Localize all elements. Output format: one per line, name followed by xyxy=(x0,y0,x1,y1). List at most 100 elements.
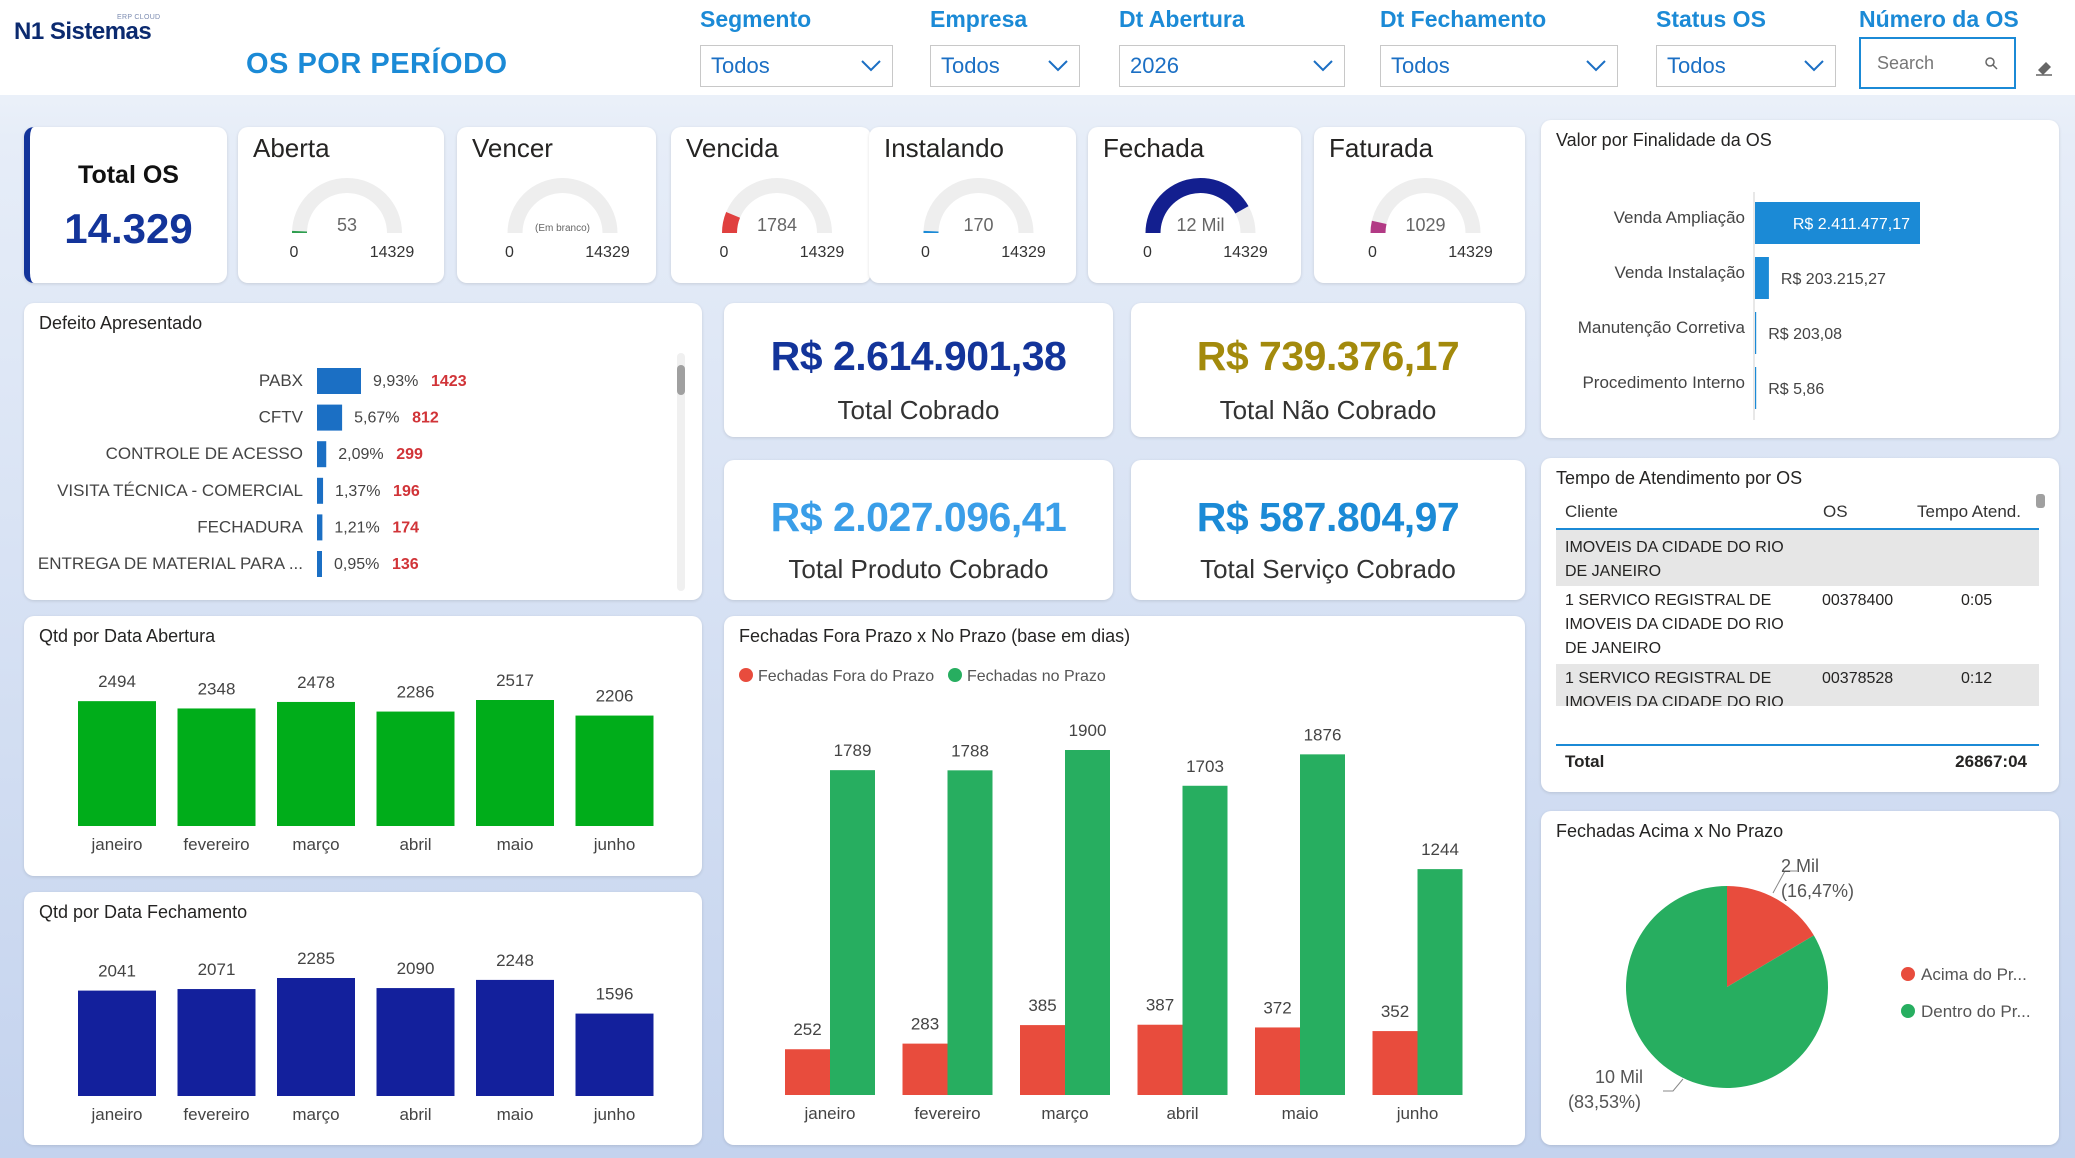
category-label: março xyxy=(292,835,339,854)
category-label: abril xyxy=(1166,1104,1198,1123)
gauge-min: 0 xyxy=(921,244,930,261)
slice-pct-label: (16,47%) xyxy=(1781,881,1854,901)
bar xyxy=(1065,750,1110,1095)
data-label: 2071 xyxy=(198,960,236,979)
card-title: Valor por Finalidade da OS xyxy=(1556,130,1772,150)
bar xyxy=(277,701,355,826)
pct-label: 5,67% xyxy=(354,410,399,427)
abertura-bar-chart: 2494 janeiro 2348 fevereiro 2478 março 2286 abr… xyxy=(78,671,654,854)
logo-tagline: ERP CLOUD xyxy=(117,14,161,21)
data-label: 1789 xyxy=(834,741,872,760)
bar xyxy=(1020,1025,1065,1095)
data-label: 2478 xyxy=(297,673,335,692)
dt-fechamento-dropdown[interactable]: Todos xyxy=(1380,45,1618,87)
data-label: 372 xyxy=(1263,998,1291,1017)
dropdown-value: Todos xyxy=(1391,53,1450,78)
pct-label: 1,21% xyxy=(334,519,379,536)
gauge-faturada: Faturada 1029 0 14329 xyxy=(1314,127,1525,283)
legend-label: Fechadas Fora do Prazo xyxy=(758,668,934,685)
data-label: 252 xyxy=(793,1020,821,1039)
slicer-label: Dt Abertura xyxy=(1119,6,1245,32)
eraser-icon[interactable] xyxy=(2034,58,2054,76)
cell-tempo: 0:05 xyxy=(1961,592,1993,609)
gauge-title: Instalando xyxy=(884,133,1004,163)
pct-label: 9,93% xyxy=(373,373,418,390)
valor-finalidade-card: Valor por Finalidade da OS Venda Ampliaç… xyxy=(1541,120,2059,438)
pct-label: 0,95% xyxy=(334,556,379,573)
category-label: junho xyxy=(593,1105,636,1124)
slice-pct-label: (83,53%) xyxy=(1568,1092,1641,1112)
scrollbar-thumb[interactable] xyxy=(677,365,685,395)
gauge-chart: 53 0 14329 xyxy=(290,178,414,261)
slicer-label: Número da OS xyxy=(1859,6,2019,32)
scrollbar-track[interactable] xyxy=(677,353,685,591)
gauge-value: 1784 xyxy=(757,215,797,235)
bar xyxy=(830,770,875,1095)
legend-marker xyxy=(739,668,753,682)
total-label: Total xyxy=(1565,752,1605,771)
money-value: R$ 587.804,97 xyxy=(1196,494,1460,540)
gauge-vencer: Vencer (Em branco) 0 14329 xyxy=(457,127,656,283)
scrollbar-thumb[interactable] xyxy=(2036,494,2045,508)
bar xyxy=(317,551,322,577)
cell-cliente: 1 SERVICO REGISTRAL DE IMOVEIS DA CIDADE… xyxy=(1565,592,1784,657)
column-header-cliente[interactable]: Cliente xyxy=(1565,502,1618,521)
card-title: Qtd por Data Fechamento xyxy=(39,902,248,922)
table-row[interactable]: 1 SERVICO REGISTRAL DE IMOVEIS DA CIDADE… xyxy=(1556,530,2039,586)
bar xyxy=(1300,754,1345,1095)
legend-marker xyxy=(1901,967,1915,981)
bar xyxy=(575,1013,654,1096)
gauge-min: 0 xyxy=(290,244,299,261)
category-label: fevereiro xyxy=(914,1104,980,1123)
category-label: junho xyxy=(1396,1104,1439,1123)
category-label: maio xyxy=(497,835,534,854)
table-header: Cliente OS Tempo Atend. xyxy=(1541,494,2059,528)
table-row[interactable]: 1 SERVICO REGISTRAL DE IMOVEIS DA CIDADE… xyxy=(1556,586,2039,664)
data-label: 2494 xyxy=(98,672,136,691)
search-input[interactable]: Search xyxy=(1859,37,2016,89)
column-header-os[interactable]: OS xyxy=(1823,502,1848,521)
column-header-tempo[interactable]: Tempo Atend. xyxy=(1917,502,2021,521)
bar xyxy=(1755,257,1769,299)
category-label: Venda Ampliação xyxy=(1614,208,1745,227)
prazo-card: Fechadas Fora Prazo x No Prazo (base em … xyxy=(724,616,1525,1145)
count-label: 174 xyxy=(392,519,419,536)
gauge-chart: 1029 0 14329 xyxy=(1368,178,1493,261)
search-icon xyxy=(1985,57,1998,70)
total-cobrado-card: R$ 2.614.901,38 Total Cobrado xyxy=(724,303,1113,437)
logo: N1 Sistemas ERP CLOUD xyxy=(14,14,160,46)
dt-abertura-dropdown[interactable]: 2026 xyxy=(1119,45,1345,87)
money-label: Total Produto Cobrado xyxy=(788,554,1049,584)
gauge-chart: 170 0 14329 xyxy=(921,178,1046,261)
card-title: Tempo de Atendimento por OS xyxy=(1556,468,1803,488)
data-label: 2348 xyxy=(198,679,236,698)
total-servico-cobrado-card: R$ 587.804,97 Total Serviço Cobrado xyxy=(1131,460,1525,600)
bar xyxy=(177,989,256,1096)
table-body: 1 SERVICO REGISTRAL DE IMOVEIS DA CIDADE… xyxy=(1556,528,2039,706)
segmento-dropdown[interactable]: Todos xyxy=(700,45,893,87)
slice-value-label: 10 Mil xyxy=(1595,1067,1643,1087)
bar xyxy=(317,514,323,541)
data-label: 1596 xyxy=(596,985,634,1004)
bar xyxy=(78,990,156,1096)
bar xyxy=(277,978,355,1096)
header-bar: N1 Sistemas ERP CLOUD OS POR PERÍODO Seg… xyxy=(0,0,2075,95)
card-title: Fechadas Acima x No Prazo xyxy=(1556,821,1784,841)
bar xyxy=(317,368,361,394)
data-label: 1244 xyxy=(1421,840,1459,859)
bar xyxy=(1755,312,1757,354)
category-label: março xyxy=(1041,1104,1088,1123)
chevron-down-icon xyxy=(1586,60,1606,72)
money-label: Total Serviço Cobrado xyxy=(1200,554,1456,584)
table-row[interactable]: 1 SERVICO REGISTRAL DE IMOVEIS DA CIDADE… xyxy=(1556,664,2039,706)
bar xyxy=(177,708,256,826)
gauge-chart: 1784 0 14329 xyxy=(720,178,844,261)
dropdown-value: 2026 xyxy=(1130,53,1179,78)
status-os-dropdown[interactable]: Todos xyxy=(1656,45,1836,87)
cell-cliente: 1 SERVICO REGISTRAL DE IMOVEIS DA CIDADE… xyxy=(1565,670,1784,706)
pie-slice xyxy=(1727,886,1814,987)
category-label: Venda Instalação xyxy=(1615,263,1745,282)
gauge-chart: (Em branco) 0 14329 xyxy=(505,178,630,261)
category-label: ENTREGA DE MATERIAL PARA ... xyxy=(38,554,303,573)
empresa-dropdown[interactable]: Todos xyxy=(930,45,1080,87)
